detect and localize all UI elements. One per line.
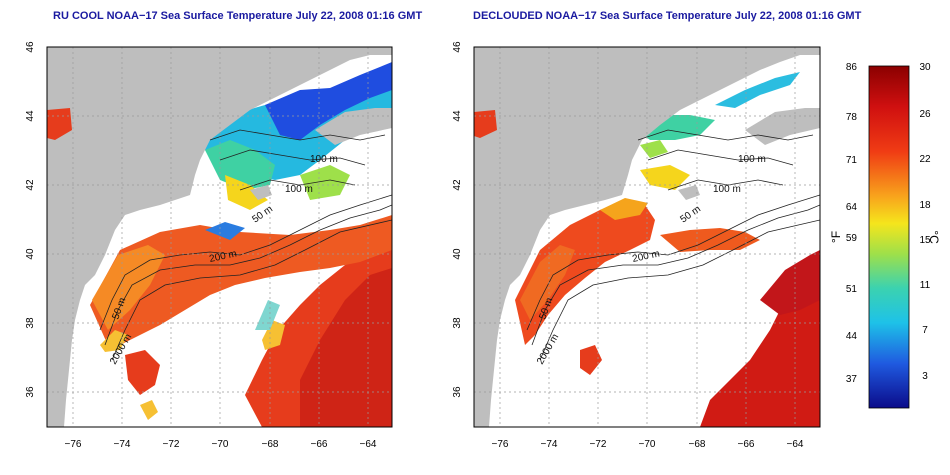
x-tick-label: −70 <box>639 439 656 450</box>
right-mid-patch <box>600 198 648 220</box>
x-tick-label: −66 <box>311 439 328 450</box>
left-land <box>47 47 392 427</box>
x-tick-label: −76 <box>492 439 509 450</box>
x-tick-label: −74 <box>541 439 558 450</box>
left-map-frame <box>46 46 393 428</box>
c-tick-label: 7 <box>922 325 928 336</box>
c-tick-label: 26 <box>919 109 931 120</box>
c-tick-label: 22 <box>919 154 931 165</box>
right-lake-warm <box>474 110 497 138</box>
left-map-panel: 100 m 100 m 50 m 200 m 50 m 2000 m −76 −… <box>25 41 393 450</box>
f-tick-label: 51 <box>846 284 858 295</box>
left-panel-title: RU COOL NOAA−17 Sea Surface Temperature … <box>53 10 423 22</box>
celsius-unit-label: °C <box>927 230 941 244</box>
left-cool-patch <box>255 300 280 330</box>
left-gulf-of-maine-green <box>205 140 275 190</box>
left-shelf-water <box>90 215 392 350</box>
left-blue-patch <box>205 222 245 240</box>
left-gulf-of-maine-cold <box>265 62 392 140</box>
right-shelf-water <box>515 200 655 345</box>
left-nearshore-mid <box>100 330 128 352</box>
left-yellow-patch <box>225 175 268 210</box>
right-bathymetry-contours <box>526 129 820 361</box>
left-bathymetry-contours <box>99 129 392 361</box>
fahrenheit-unit-label: °F <box>829 231 843 243</box>
right-gridlines <box>474 47 820 427</box>
x-tick-label: −72 <box>163 439 180 450</box>
x-tick-label: −64 <box>360 439 377 450</box>
y-tick-label: 46 <box>452 41 463 53</box>
right-cape-cod <box>678 185 700 200</box>
f-tick-label: 64 <box>846 202 858 213</box>
right-yellow-patch <box>640 165 690 190</box>
contour-label: 100 m <box>285 184 313 195</box>
right-south-blob <box>580 345 602 375</box>
right-panel-title: DECLOUDED NOAA−17 Sea Surface Temperatur… <box>473 10 862 22</box>
x-tick-label: −74 <box>114 439 131 450</box>
right-map-frame <box>473 46 821 428</box>
contour-label: 100 m <box>738 154 766 165</box>
left-hot-gulfstream <box>300 268 392 427</box>
colorbar-c-ticks: 30 26 22 18 15 11 7 3 <box>919 62 931 382</box>
left-gridlines <box>47 47 392 427</box>
left-x-axis-ticks: −76 −74 −72 −70 −68 −66 −64 <box>65 439 377 450</box>
y-tick-label: 42 <box>25 179 36 191</box>
c-tick-label: 18 <box>919 200 931 211</box>
colorbar-gradient <box>868 65 910 409</box>
right-gulf-of-maine-cool <box>715 72 800 108</box>
x-tick-label: −72 <box>590 439 607 450</box>
right-warm-patch <box>660 228 760 252</box>
c-tick-label: 11 <box>920 280 931 291</box>
x-tick-label: −68 <box>689 439 706 450</box>
f-tick-label: 37 <box>846 374 858 385</box>
y-tick-label: 44 <box>452 110 463 122</box>
c-tick-label: 30 <box>919 62 931 73</box>
y-tick-label: 44 <box>25 110 36 122</box>
f-tick-label: 59 <box>846 233 858 244</box>
y-tick-label: 40 <box>452 248 463 260</box>
contour-label: 100 m <box>310 154 338 165</box>
f-tick-label: 71 <box>846 155 858 166</box>
c-tick-label: 15 <box>919 235 931 246</box>
x-tick-label: −66 <box>738 439 755 450</box>
right-map-panel: 100 m 100 m 50 m 200 m 50 m 2000 m −76 −… <box>452 41 821 450</box>
colorbar-f-ticks: 86 78 71 64 59 51 44 37 <box>846 62 858 385</box>
right-x-axis-ticks: −76 −74 −72 −70 −68 −66 −64 <box>492 439 804 450</box>
f-tick-label: 44 <box>846 331 858 342</box>
right-y-axis-ticks: 46 44 42 40 38 36 <box>452 41 463 398</box>
right-land <box>474 47 820 427</box>
y-tick-label: 38 <box>25 317 36 329</box>
y-tick-label: 36 <box>452 386 463 398</box>
x-tick-label: −64 <box>787 439 804 450</box>
left-nearshore-warm <box>92 245 165 330</box>
f-tick-label: 86 <box>846 62 858 73</box>
f-tick-label: 78 <box>846 112 858 123</box>
right-nearshore-warm <box>520 245 575 320</box>
y-tick-label: 36 <box>25 386 36 398</box>
y-tick-label: 38 <box>452 317 463 329</box>
x-tick-label: −76 <box>65 439 82 450</box>
x-tick-label: −68 <box>262 439 279 450</box>
x-tick-label: −70 <box>212 439 229 450</box>
left-south-blob <box>125 350 160 395</box>
left-green-patch <box>300 165 350 200</box>
y-tick-label: 42 <box>452 179 463 191</box>
left-south-blob-2 <box>140 400 158 420</box>
c-tick-label: 3 <box>922 371 928 382</box>
left-mid-patch <box>262 320 285 350</box>
left-y-axis-ticks: 46 44 42 40 38 36 <box>25 41 36 398</box>
right-hot-gulfstream-2 <box>760 250 820 315</box>
y-tick-label: 40 <box>25 248 36 260</box>
y-tick-label: 46 <box>25 41 36 53</box>
contour-label: 100 m <box>713 184 741 195</box>
left-cape-cod <box>250 185 272 200</box>
temperature-colorbar: 86 78 71 64 59 51 44 37 30 26 22 18 15 1… <box>829 62 941 409</box>
